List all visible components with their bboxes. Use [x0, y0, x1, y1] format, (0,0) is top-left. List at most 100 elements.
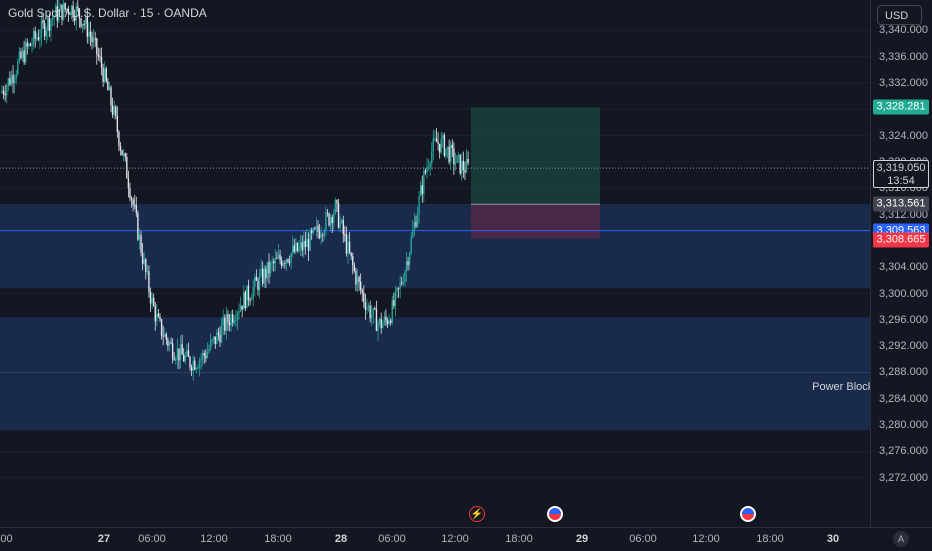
candle-body — [157, 313, 160, 317]
time-axis-label: 30 — [826, 533, 840, 545]
candle-body — [284, 263, 286, 265]
candle-body — [407, 261, 409, 266]
candle-body — [265, 268, 267, 279]
candle-body — [170, 342, 172, 344]
candle-body — [254, 276, 256, 287]
candle-body — [246, 285, 248, 309]
candle-body — [92, 38, 95, 42]
candle-body — [42, 20, 44, 24]
price-axis-label: 3,300.000 — [879, 287, 928, 300]
candle-body — [426, 167, 428, 173]
candle-body — [420, 185, 422, 196]
candle-body — [236, 312, 239, 321]
time-axis-label: 06:00 — [138, 533, 166, 545]
candle-body — [279, 254, 281, 261]
auto-scale-button[interactable]: A — [893, 531, 909, 547]
candle-body — [363, 292, 365, 303]
candle-body — [154, 305, 156, 322]
candle-body — [344, 234, 346, 236]
candle-body — [85, 17, 87, 25]
candle-body — [247, 285, 250, 300]
candle-body — [89, 31, 92, 37]
candle-body — [443, 135, 446, 156]
candle-body — [21, 50, 24, 59]
candle-body — [258, 274, 261, 291]
candle-body — [129, 188, 131, 199]
long-position-profit-zone — [471, 107, 600, 205]
price-axis[interactable]: 3,340.000 3,336.000 3,332.000 3,324.000 3,32… — [870, 0, 932, 527]
candle-body — [137, 212, 139, 240]
candle-body — [318, 231, 321, 238]
candle-body — [4, 93, 6, 96]
candle-body — [382, 323, 384, 329]
candle-body — [391, 300, 393, 323]
candle-body — [121, 150, 123, 156]
price-chart[interactable] — [0, 0, 870, 527]
time-axis-label: 06:00 — [378, 533, 406, 545]
candle-body — [320, 234, 322, 238]
candle-body — [179, 344, 182, 361]
candle-body — [366, 307, 368, 311]
candle-body — [78, 8, 81, 19]
price-axis-label: 3,324.000 — [879, 129, 928, 142]
candle-body — [115, 106, 117, 116]
candle-body — [337, 203, 340, 228]
candle-body — [262, 268, 264, 284]
price-axis-label: 3,296.000 — [879, 313, 928, 326]
time-axis-label: 18:00 — [264, 533, 292, 545]
candle-body — [28, 43, 30, 47]
candle-body — [152, 297, 155, 306]
candle-body — [91, 36, 93, 42]
candle-body — [383, 316, 386, 324]
candle-body — [399, 282, 401, 289]
candle-body — [58, 9, 60, 21]
candle-body — [189, 356, 191, 368]
flash-event-icon[interactable]: ⚡ — [469, 506, 485, 522]
candle-body — [165, 333, 168, 340]
candle-body — [184, 355, 186, 362]
candle-body — [292, 245, 294, 254]
candle-body — [367, 305, 370, 308]
candle-body — [389, 320, 392, 323]
price-axis-label: 3,284.000 — [879, 392, 928, 405]
candle-body — [378, 319, 381, 324]
candle-body — [26, 42, 28, 47]
candle-body — [352, 256, 354, 266]
candle-body — [280, 260, 283, 267]
candle-body — [107, 81, 109, 91]
us-flag-event-icon[interactable] — [740, 506, 756, 522]
candle-body — [190, 367, 193, 371]
candle-body — [81, 23, 84, 27]
candle-body — [43, 23, 46, 37]
candle-body — [86, 17, 89, 37]
candle-body — [322, 234, 324, 236]
candle-body — [99, 56, 101, 58]
candle-body — [164, 333, 166, 337]
candle-body — [295, 242, 297, 253]
candle-body — [372, 308, 374, 315]
candle-body — [56, 6, 58, 21]
candle-body — [315, 225, 318, 229]
candle-body — [219, 334, 221, 343]
candle-body — [222, 317, 224, 326]
candle-body — [241, 305, 243, 310]
candle-body — [12, 75, 14, 84]
candle-body — [36, 37, 38, 39]
candle-body — [293, 245, 295, 253]
bar-countdown: 13:54 — [887, 175, 915, 188]
candle-body — [113, 106, 115, 115]
candle-body — [415, 222, 417, 227]
candle-body — [156, 313, 158, 322]
candle-body — [45, 30, 47, 37]
candle-body — [66, 8, 68, 10]
candle-body — [401, 282, 403, 284]
candle-body — [429, 163, 431, 168]
candle-body — [268, 261, 270, 274]
currency-button[interactable]: USD — [877, 5, 922, 25]
candle-body — [431, 151, 433, 164]
time-axis[interactable]: :00 27 06:00 12:00 18:00 28 06:00 12:00 18:00 29 0… — [0, 527, 932, 551]
symbol-title[interactable]: Gold Spot / U.S. Dollar · 15 · OANDA — [8, 6, 207, 20]
us-flag-event-icon[interactable] — [547, 506, 563, 522]
candle-body — [201, 353, 204, 359]
candle-body — [329, 217, 332, 226]
